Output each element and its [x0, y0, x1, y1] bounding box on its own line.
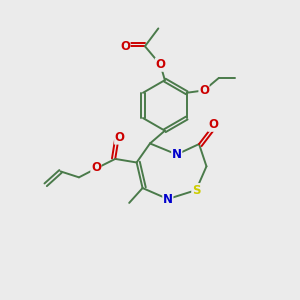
Text: O: O	[115, 131, 125, 144]
Text: S: S	[192, 184, 200, 196]
Text: N: N	[172, 148, 182, 161]
Text: O: O	[199, 84, 209, 97]
Text: N: N	[163, 193, 173, 206]
Text: O: O	[208, 118, 218, 131]
Text: O: O	[120, 40, 130, 53]
Text: O: O	[155, 58, 165, 71]
Text: O: O	[91, 161, 101, 174]
